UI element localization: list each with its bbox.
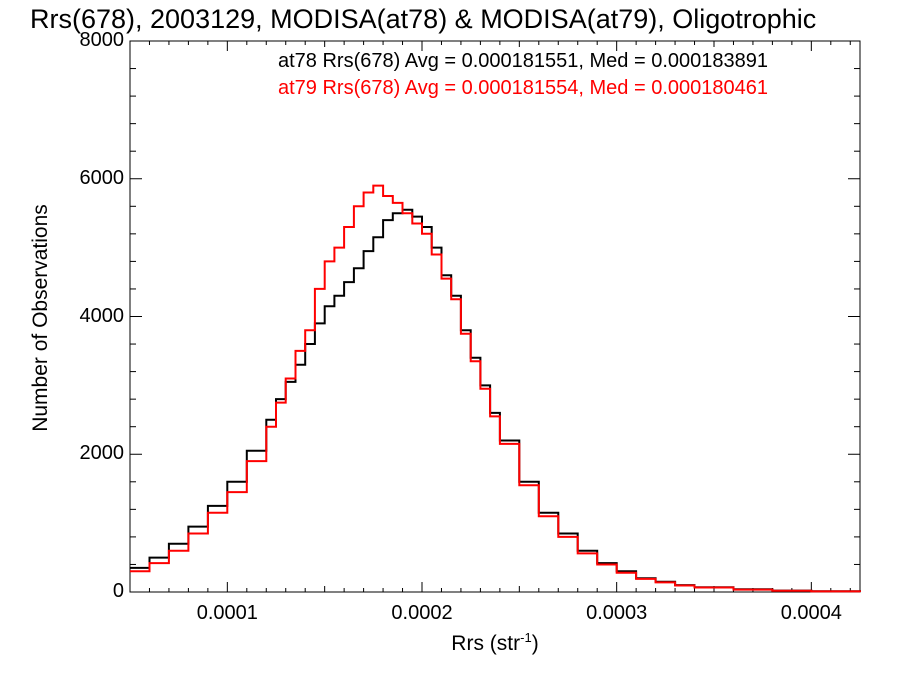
x-tick-label: 0.0003 — [586, 602, 648, 624]
y-tick-label: 2000 — [79, 442, 125, 465]
series-at78-line — [130, 208, 861, 593]
at79-stats-annotation: at79 Rrs(678) Avg = 0.000181554, Med = 0… — [278, 77, 769, 99]
series-at79-line — [130, 184, 861, 593]
chart-title: Rrs(678), 2003129, MODISA(at78) & MODISA… — [30, 4, 817, 34]
at78-stats-annotation: at78 Rrs(678) Avg = 0.000181551, Med = 0… — [278, 50, 769, 72]
x-tick-label: 0.0002 — [391, 602, 453, 624]
x-tick-label: 0.0001 — [196, 602, 258, 624]
y-tick-label: 4000 — [79, 304, 125, 327]
y-tick-label: 0 — [112, 580, 124, 602]
x-axis-label: Rrs (str-1) — [451, 630, 538, 656]
x-axis-label-text: Rrs (str — [451, 632, 521, 655]
x-axis-label-unit-exponent: -1 — [520, 630, 532, 645]
x-axis-label-close: ) — [531, 632, 539, 655]
y-tick-label: 8000 — [79, 29, 125, 51]
plot-frame — [129, 40, 861, 593]
y-tick-label: 6000 — [79, 166, 125, 189]
x-tick-label: 0.0004 — [780, 602, 842, 624]
